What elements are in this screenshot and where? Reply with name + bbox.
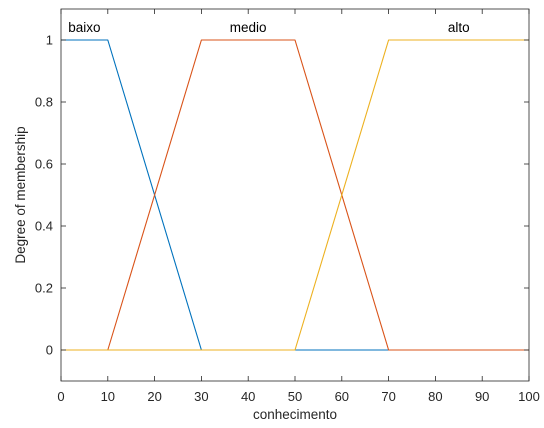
x-tick-label: 50 (288, 389, 302, 404)
y-tick-label: 0 (46, 343, 53, 358)
y-tick-label: 0.6 (35, 157, 53, 172)
x-tick-label: 10 (101, 389, 115, 404)
x-tick-label: 0 (57, 389, 64, 404)
x-axis-title: conhecimento (253, 407, 337, 422)
x-tick-label: 90 (475, 389, 489, 404)
x-tick-label: 20 (147, 389, 161, 404)
x-axis-ticks: 0 10 20 30 40 50 60 70 80 90 100 (57, 9, 540, 404)
x-tick-label: 70 (381, 389, 395, 404)
y-tick-label: 0.2 (35, 281, 53, 296)
series-line-alto (61, 39, 529, 351)
series-label-alto: alto (448, 20, 470, 35)
series-label-medio: medio (230, 20, 267, 35)
y-axis-ticks: 0 0.2 0.4 0.6 0.8 1 (35, 33, 529, 358)
series-labels: baixo medio alto (68, 20, 469, 35)
y-tick-label: 0.4 (35, 219, 53, 234)
y-axis-title: Degree of membership (13, 126, 28, 263)
x-tick-label: 80 (428, 389, 442, 404)
y-tick-label: 0.8 (35, 95, 53, 110)
y-tick-label: 1 (46, 33, 53, 48)
series-layer (61, 39, 529, 351)
x-tick-label: 40 (241, 389, 255, 404)
plot-area (61, 9, 529, 381)
x-tick-label: 30 (194, 389, 208, 404)
x-tick-label: 60 (335, 389, 349, 404)
series-label-baixo: baixo (68, 20, 100, 35)
x-tick-label: 100 (518, 389, 540, 404)
